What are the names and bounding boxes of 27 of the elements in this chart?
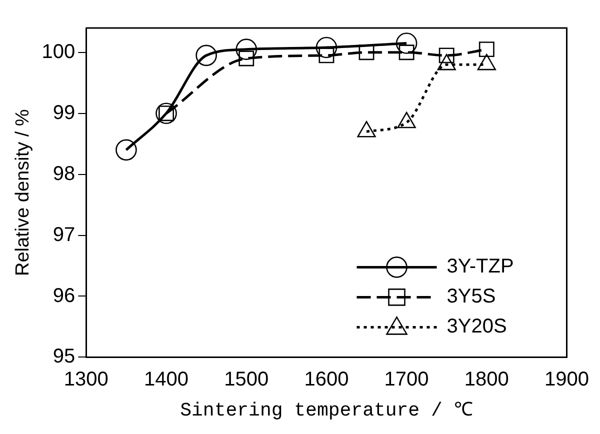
y-axis-title: Relative density / %	[12, 109, 34, 276]
y-tick-label: 100	[42, 40, 76, 63]
legend-label: 3Y20S	[446, 316, 507, 338]
point	[358, 44, 374, 60]
x-tick-label: 1800	[464, 368, 509, 391]
y-tick-label: 99	[52, 102, 76, 124]
x-tick-label: 1300	[64, 368, 108, 391]
legend-label: 3Y-TZP	[446, 256, 514, 278]
legend-label: 3Y5S	[446, 286, 496, 308]
point	[238, 50, 254, 66]
x-tick-label: 1700	[384, 368, 429, 391]
x-axis-title: Sintering temperature / ℃	[180, 400, 473, 422]
y-tick-label: 95	[52, 346, 76, 368]
point	[196, 44, 217, 66]
x-tick-label: 1600	[304, 368, 349, 391]
x-tick-label: 1900	[544, 368, 590, 391]
point	[316, 36, 338, 58]
point	[116, 139, 137, 161]
point	[478, 42, 494, 58]
y-tick-label: 96	[52, 284, 76, 307]
point	[236, 38, 258, 60]
x-tick-label: 1500	[224, 368, 269, 391]
point	[396, 32, 418, 54]
x-tick-label: 1400	[144, 368, 189, 391]
point	[398, 44, 414, 60]
y-tick-label: 97	[52, 224, 76, 246]
y-tick-label: 98	[52, 162, 76, 185]
